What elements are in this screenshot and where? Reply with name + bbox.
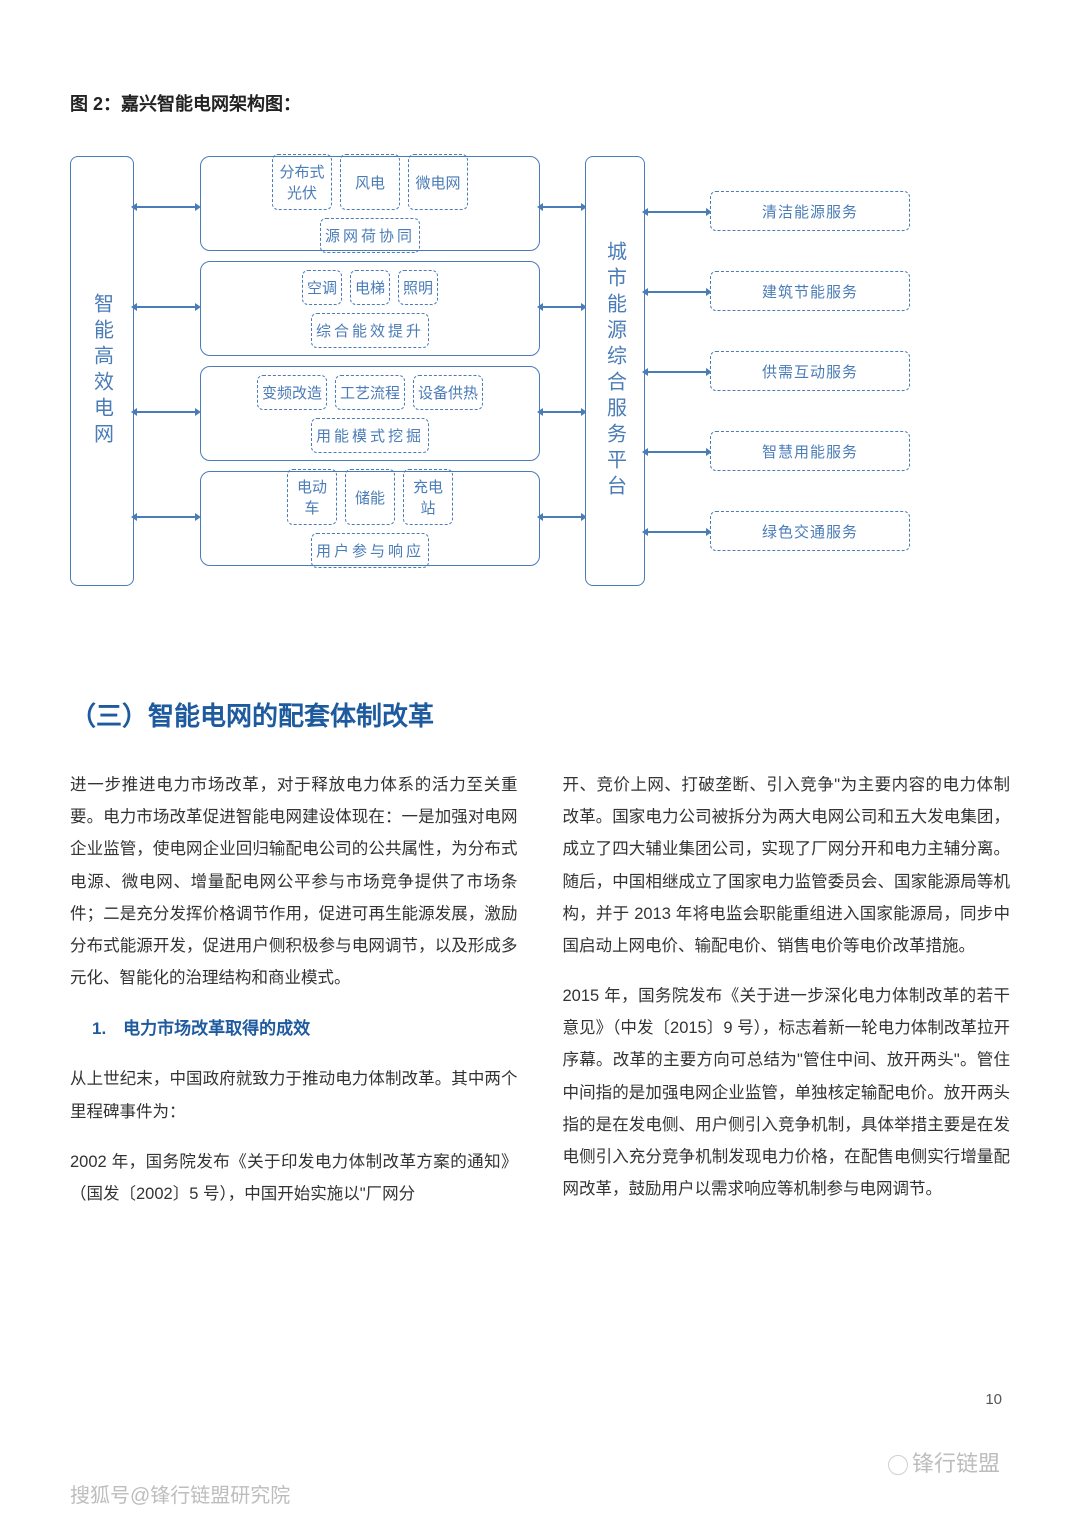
right-service: 智慧用能服务 (710, 431, 910, 471)
right-service: 清洁能源服务 (710, 191, 910, 231)
group-sub: 源网荷协同 (320, 218, 420, 253)
group-item: 空调 (302, 270, 342, 305)
group-sub: 用能模式挖掘 (311, 418, 429, 453)
group-item: 微电网 (408, 154, 468, 210)
column-left: 进一步推进电力市场改革，对于释放电力体系的活力至关重要。电力市场改革促进智能电网… (70, 769, 518, 1228)
group-item: 电动车 (287, 469, 337, 525)
paragraph: 进一步推进电力市场改革，对于释放电力体系的活力至关重要。电力市场改革促进智能电网… (70, 769, 518, 994)
group-item: 电梯 (350, 270, 390, 305)
right-service: 绿色交通服务 (710, 511, 910, 551)
group-item: 风电 (340, 154, 400, 210)
section-heading: （三）智能电网的配套体制改革 (70, 696, 1010, 733)
group-item: 变频改造 (257, 375, 327, 410)
paragraph: 从上世纪末，中国政府就致力于推动电力体制改革。其中两个里程碑事件为： (70, 1063, 518, 1127)
group-item: 设备供热 (413, 375, 483, 410)
group-item: 储能 (345, 469, 395, 525)
right-service: 供需互动服务 (710, 351, 910, 391)
group-item: 分布式光伏 (272, 154, 332, 210)
group-sub: 用户参与响应 (311, 533, 429, 568)
wechat-icon (888, 1455, 908, 1475)
architecture-diagram: 智能高效电网 分布式光伏 风电 微电网 源网荷协同 空调 电梯 照明 综合能效提… (70, 146, 1010, 596)
left-pillar: 智能高效电网 (70, 156, 134, 586)
paragraph: 开、竞价上网、打破垄断、引入竞争"为主要内容的电力体制改革。国家电力公司被拆分为… (563, 769, 1011, 962)
group-2: 空调 电梯 照明 综合能效提升 (200, 261, 540, 356)
figure-title: 图 2：嘉兴智能电网架构图： (70, 90, 1010, 116)
group-item: 工艺流程 (335, 375, 405, 410)
group-item: 照明 (398, 270, 438, 305)
center-pillar: 城市能源综合服务平台 (585, 156, 645, 586)
group-1: 分布式光伏 风电 微电网 源网荷协同 (200, 156, 540, 251)
paragraph: 2015 年，国务院发布《关于进一步深化电力体制改革的若干意见》（中发〔2015… (563, 980, 1011, 1205)
page-number: 10 (985, 1391, 1002, 1408)
group-item: 充电站 (403, 469, 453, 525)
group-3: 变频改造 工艺流程 设备供热 用能模式挖掘 (200, 366, 540, 461)
column-right: 开、竞价上网、打破垄断、引入竞争"为主要内容的电力体制改革。国家电力公司被拆分为… (563, 769, 1011, 1228)
watermark: 锋行链盟 (888, 1446, 1000, 1478)
watermark: 搜狐号@锋行链盟研究院 (70, 1479, 290, 1508)
group-4: 电动车 储能 充电站 用户参与响应 (200, 471, 540, 566)
group-sub: 综合能效提升 (311, 313, 429, 348)
subheading: 1. 电力市场改革取得的成效 (92, 1012, 518, 1045)
paragraph: 2002 年，国务院发布《关于印发电力体制改革方案的通知》（国发〔2002〕5 … (70, 1146, 518, 1210)
body-columns: 进一步推进电力市场改革，对于释放电力体系的活力至关重要。电力市场改革促进智能电网… (70, 769, 1010, 1228)
right-service: 建筑节能服务 (710, 271, 910, 311)
